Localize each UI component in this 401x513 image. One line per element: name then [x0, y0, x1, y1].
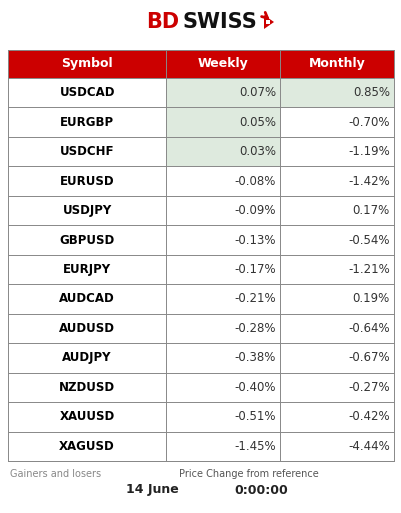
Bar	[8, 225, 166, 255]
Text: EURGBP: EURGBP	[60, 116, 114, 129]
Text: XAUUSD: XAUUSD	[59, 410, 114, 423]
Bar	[279, 372, 393, 402]
Bar	[8, 343, 166, 372]
Bar	[8, 402, 166, 431]
Bar	[279, 343, 393, 372]
Text: EURJPY: EURJPY	[63, 263, 111, 276]
Text: -0.28%: -0.28%	[234, 322, 275, 335]
Bar	[166, 284, 279, 313]
Text: 0.85%: 0.85%	[352, 86, 389, 99]
Text: -0.40%: -0.40%	[234, 381, 275, 394]
Bar	[166, 255, 279, 284]
Bar	[8, 137, 166, 166]
Text: -0.51%: -0.51%	[234, 410, 275, 423]
Bar	[166, 107, 279, 137]
Text: -4.44%: -4.44%	[347, 440, 389, 453]
Text: -0.09%: -0.09%	[234, 204, 275, 217]
Text: XAGUSD: XAGUSD	[59, 440, 115, 453]
Text: 0.17%: 0.17%	[352, 204, 389, 217]
Text: USDCHF: USDCHF	[60, 145, 114, 158]
Bar	[279, 107, 393, 137]
Text: Monthly: Monthly	[308, 57, 365, 70]
Text: 0.19%: 0.19%	[352, 292, 389, 305]
Text: AUDUSD: AUDUSD	[59, 322, 115, 335]
Text: NZDUSD: NZDUSD	[59, 381, 115, 394]
Text: Weekly: Weekly	[197, 57, 248, 70]
Text: -0.13%: -0.13%	[234, 233, 275, 247]
Bar	[279, 255, 393, 284]
Bar	[279, 431, 393, 461]
Text: -0.42%: -0.42%	[348, 410, 389, 423]
Text: -0.54%: -0.54%	[348, 233, 389, 247]
Text: 14 June: 14 June	[126, 483, 179, 497]
Text: 0.05%: 0.05%	[239, 116, 275, 129]
Bar	[8, 313, 166, 343]
Text: -0.17%: -0.17%	[234, 263, 275, 276]
Bar	[8, 431, 166, 461]
Bar	[279, 313, 393, 343]
Text: -1.42%: -1.42%	[347, 174, 389, 188]
Bar	[166, 166, 279, 196]
Bar	[279, 166, 393, 196]
Text: SWISS: SWISS	[182, 12, 257, 32]
Text: -0.27%: -0.27%	[348, 381, 389, 394]
Text: Gainers and losers: Gainers and losers	[10, 469, 101, 479]
Polygon shape	[263, 15, 273, 29]
Bar	[166, 431, 279, 461]
Bar	[8, 284, 166, 313]
Bar	[279, 137, 393, 166]
Bar	[166, 225, 279, 255]
Text: -0.21%: -0.21%	[234, 292, 275, 305]
Text: Symbol: Symbol	[61, 57, 113, 70]
Bar	[279, 402, 393, 431]
Text: -0.64%: -0.64%	[348, 322, 389, 335]
Bar	[8, 166, 166, 196]
Text: BD: BD	[146, 12, 178, 32]
Text: -0.08%: -0.08%	[234, 174, 275, 188]
Text: USDCAD: USDCAD	[59, 86, 115, 99]
Bar	[166, 402, 279, 431]
Bar	[8, 107, 166, 137]
Text: -1.19%: -1.19%	[347, 145, 389, 158]
Bar	[166, 196, 279, 225]
Text: -1.45%: -1.45%	[234, 440, 275, 453]
Bar	[279, 78, 393, 107]
Bar	[166, 78, 279, 107]
Text: 0.03%: 0.03%	[239, 145, 275, 158]
Bar	[166, 343, 279, 372]
Bar	[279, 284, 393, 313]
Bar	[166, 137, 279, 166]
Bar	[279, 196, 393, 225]
Text: AUDJPY: AUDJPY	[62, 351, 111, 364]
Bar	[8, 372, 166, 402]
Bar	[8, 196, 166, 225]
Bar	[265, 20, 269, 24]
Text: -1.21%: -1.21%	[347, 263, 389, 276]
Bar	[8, 78, 166, 107]
Bar	[8, 50, 393, 78]
Bar	[166, 313, 279, 343]
Text: USDJPY: USDJPY	[62, 204, 111, 217]
Text: -0.38%: -0.38%	[234, 351, 275, 364]
Text: -0.70%: -0.70%	[348, 116, 389, 129]
Text: Price Change from reference: Price Change from reference	[179, 469, 318, 479]
Text: GBPUSD: GBPUSD	[59, 233, 114, 247]
Bar	[166, 372, 279, 402]
Bar	[8, 255, 166, 284]
Text: AUDCAD: AUDCAD	[59, 292, 115, 305]
Text: 0:00:00: 0:00:00	[234, 483, 288, 497]
Text: 0.07%: 0.07%	[239, 86, 275, 99]
Text: -0.67%: -0.67%	[348, 351, 389, 364]
Text: EURUSD: EURUSD	[60, 174, 114, 188]
Bar	[279, 225, 393, 255]
